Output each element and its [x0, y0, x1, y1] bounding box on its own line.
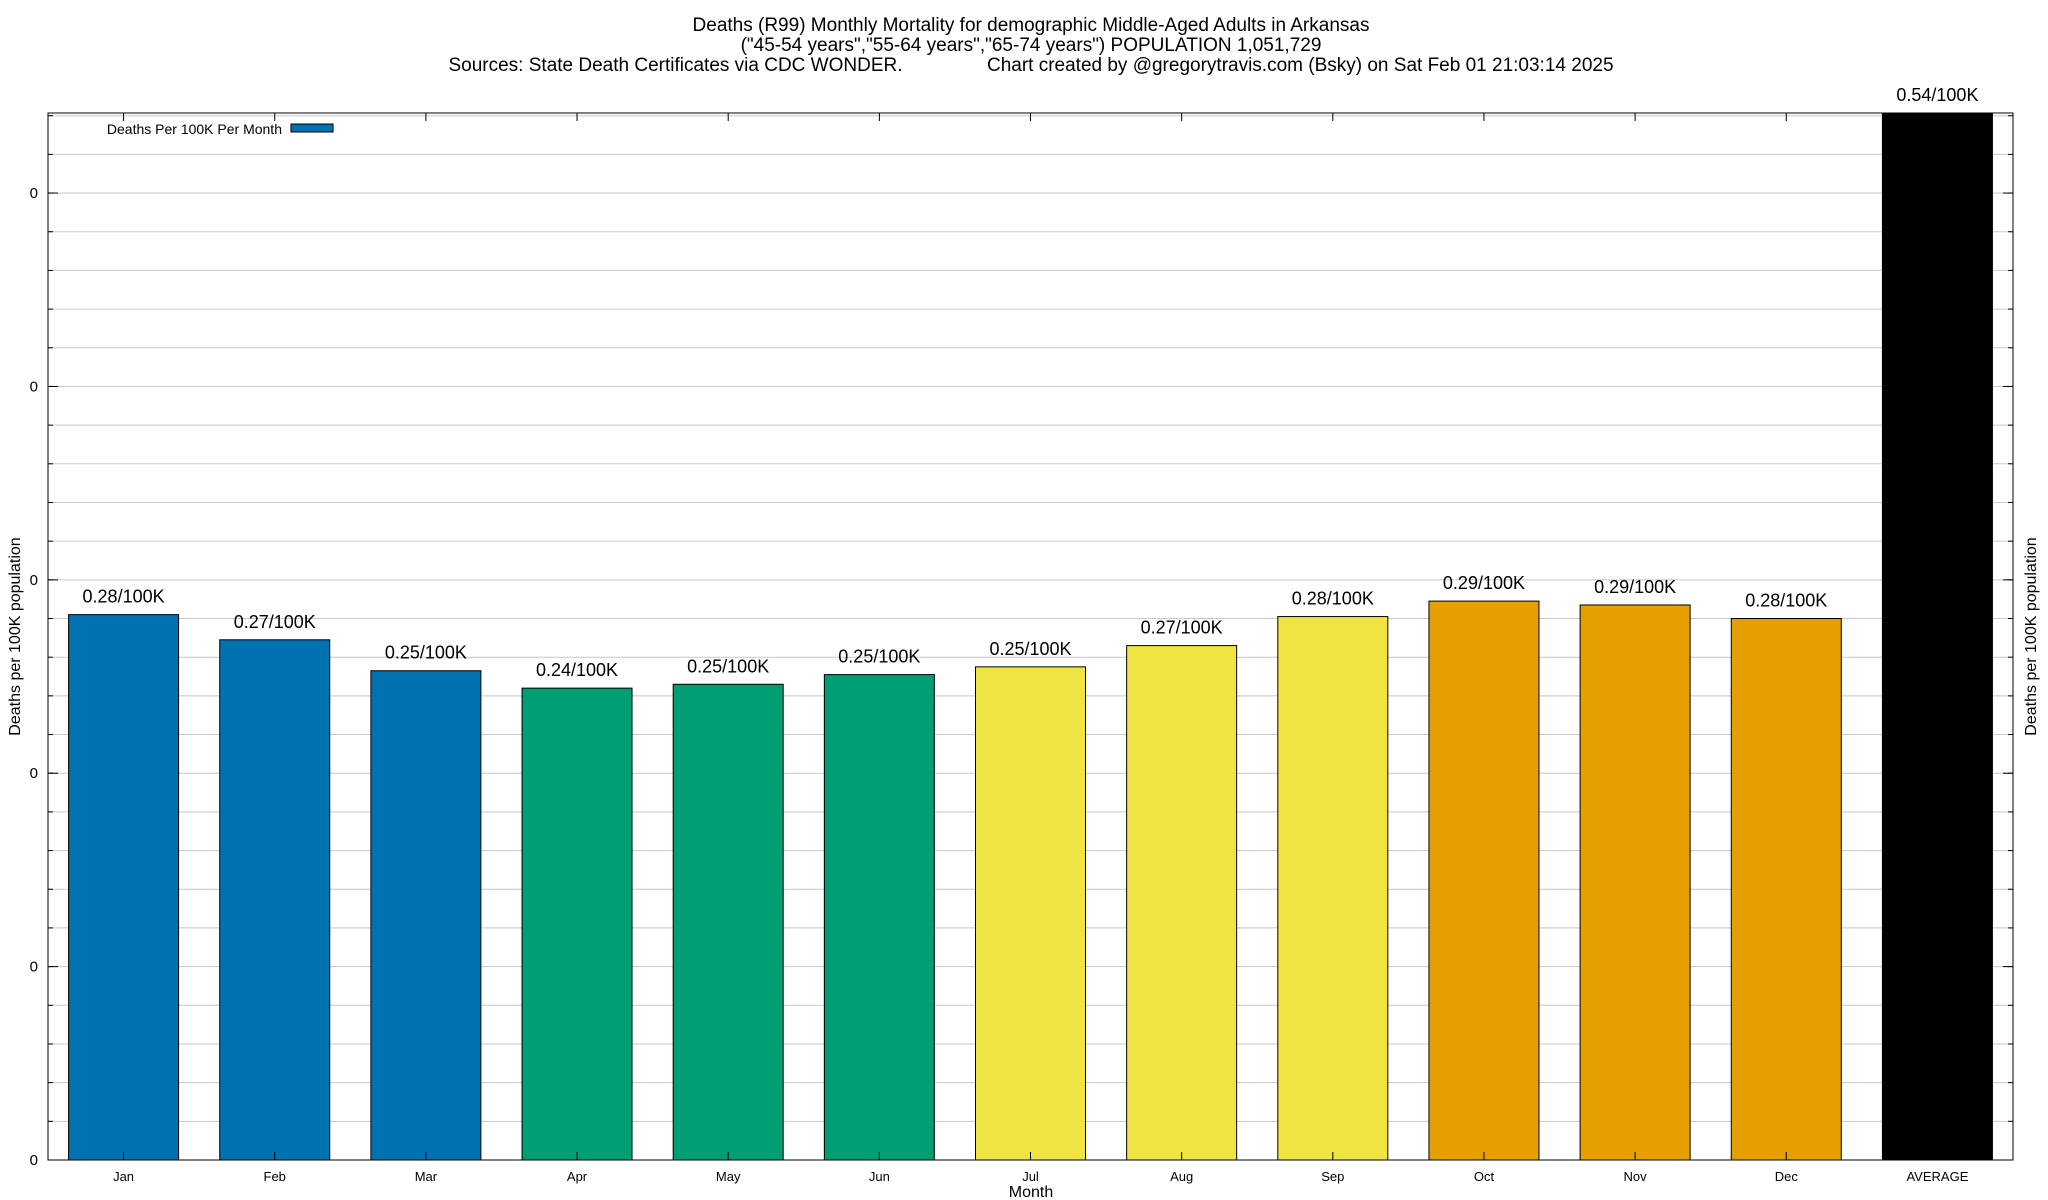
chart-title: Deaths (R99) Monthly Mortality for demog…	[448, 15, 1613, 76]
bar-average	[1881, 112, 1993, 1161]
x-tick-label-jan: Jan	[113, 1169, 134, 1184]
bar-value-label: 0.25/100K	[385, 643, 467, 663]
y-axis-title-left: Deaths per 100K population	[7, 537, 24, 735]
y-tick-label: 0	[30, 572, 38, 589]
axis-titles: Month Deaths per 100K population Deaths pe…	[7, 537, 2040, 1200]
x-tick-label-aug: Aug	[1170, 1169, 1193, 1184]
bar-jan	[68, 614, 180, 1161]
bar-mar	[370, 670, 482, 1161]
bar-jun	[823, 674, 935, 1161]
y-tick-label: 0	[30, 765, 38, 782]
x-tick-label-sep: Sep	[1321, 1169, 1344, 1184]
x-tick-label-oct: Oct	[1474, 1169, 1495, 1184]
bar-value-label: 0.25/100K	[838, 647, 920, 667]
y-axis-ticks: 0 0 0 0 0 0	[30, 115, 2013, 1169]
legend-swatch	[290, 123, 334, 133]
bar-dec	[1730, 618, 1842, 1161]
title-line-3: Sources: State Death Certificates via CD…	[448, 55, 1613, 76]
bar-value-label: 0.27/100K	[1141, 618, 1223, 638]
y-tick-label: 0	[30, 959, 38, 976]
y-tick-label: 0	[30, 378, 38, 395]
x-tick-label-jul: Jul	[1022, 1169, 1039, 1184]
bar-aug	[1126, 645, 1238, 1161]
bar-value-label: 0.24/100K	[536, 660, 618, 680]
x-tick-label-jun: Jun	[869, 1169, 890, 1184]
y-tick-label: 0	[30, 1152, 38, 1169]
bar-value-labels: 0.28/100K 0.27/100K 0.25/100K 0.24/100K 0.25…	[83, 85, 1979, 680]
x-tick-label-nov: Nov	[1624, 1169, 1648, 1184]
bars	[68, 112, 1993, 1161]
bar-value-label: 0.25/100K	[687, 656, 769, 676]
bar-jul	[975, 666, 1086, 1161]
title-line-2: ("45-54 years","55-64 years","65-74 year…	[741, 35, 1322, 56]
x-tick-label-apr: Apr	[567, 1169, 588, 1184]
x-tick-label-may: May	[716, 1169, 741, 1184]
x-tick-label-feb: Feb	[264, 1169, 286, 1184]
title-line-1: Deaths (R99) Monthly Mortality for demog…	[693, 15, 1370, 36]
bar-value-label: 0.29/100K	[1443, 573, 1525, 593]
bar-value-label: 0.28/100K	[1745, 591, 1827, 611]
bar-value-label: 0.25/100K	[989, 639, 1071, 659]
y-axis-title-right: Deaths per 100K population	[2023, 537, 2040, 735]
y-tick-label: 0	[30, 185, 38, 202]
bar-value-label: 0.29/100K	[1594, 577, 1676, 597]
bar-value-label: 0.28/100K	[1292, 589, 1374, 609]
bar-oct	[1428, 600, 1540, 1161]
x-tick-label-dec: Dec	[1775, 1169, 1799, 1184]
bar-nov	[1579, 604, 1691, 1161]
x-axis-title: Month	[1009, 1184, 1053, 1200]
bar-value-label: 0.54/100K	[1896, 85, 1978, 105]
x-axis-labels: Jan Feb Mar Apr May Jun Jul Aug Sep Oct Nov Dec AVER…	[113, 113, 1969, 1184]
bar-feb	[219, 639, 331, 1161]
bar-value-label: 0.28/100K	[83, 587, 165, 607]
legend: Deaths Per 100K Per Month	[107, 121, 334, 137]
bar-value-label: 0.27/100K	[234, 612, 316, 632]
bar-apr	[521, 687, 633, 1161]
x-tick-label-mar: Mar	[415, 1169, 438, 1184]
bar-may	[672, 683, 784, 1161]
legend-label: Deaths Per 100K Per Month	[107, 121, 282, 137]
x-tick-label-average: AVERAGE	[1906, 1169, 1968, 1184]
bar-sep	[1277, 616, 1389, 1161]
